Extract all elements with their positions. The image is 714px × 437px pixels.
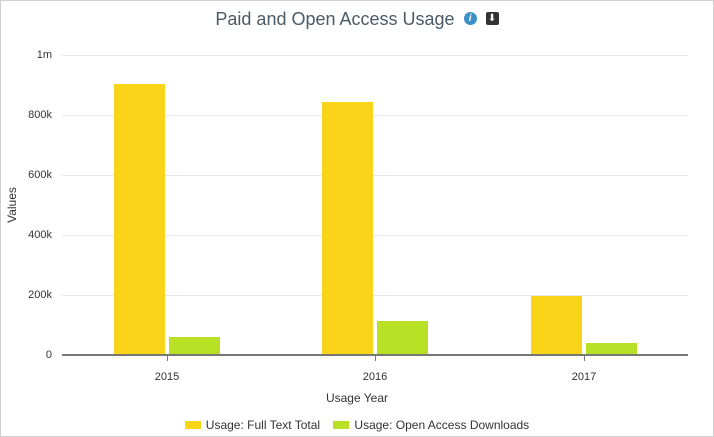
gridline (62, 235, 688, 236)
legend-swatch (333, 420, 350, 429)
bar-2015-full-text[interactable] (114, 83, 165, 355)
y-tick-label: 200k (28, 289, 52, 301)
legend-label: Usage: Full Text Total (205, 418, 321, 432)
x-axis-line (62, 354, 688, 356)
y-tick-label: 0 (45, 349, 52, 361)
bar-2016-full-text[interactable] (322, 102, 373, 355)
bar-2017-full-text[interactable] (531, 295, 582, 355)
gridline (62, 115, 688, 116)
bar-2016-open-access[interactable] (377, 321, 428, 355)
x-tick (167, 356, 168, 361)
y-tick-label: 800k (28, 109, 52, 121)
x-tick-label: 2015 (154, 371, 180, 383)
x-tick (584, 356, 585, 361)
y-tick-label: 400k (28, 229, 52, 241)
y-tick-label: 600k (28, 169, 52, 181)
x-tick (375, 356, 376, 361)
x-axis-title: Usage Year (325, 391, 389, 405)
y-tick-label: 1m (36, 49, 52, 61)
bar-2015-open-access[interactable] (169, 337, 220, 355)
bar-2017-open-access[interactable] (586, 343, 637, 355)
legend-label: Usage: Open Access Downloads (354, 418, 530, 432)
legend-item-full-text[interactable]: Usage: Full Text Total (184, 418, 321, 432)
legend-item-open-access[interactable]: Usage: Open Access Downloads (333, 418, 529, 432)
legend: Usage: Full Text Total Usage: Open Acces… (0, 418, 714, 432)
x-tick-label: 2017 (571, 371, 597, 383)
legend-swatch (184, 420, 201, 429)
x-tick-label: 2016 (362, 371, 388, 383)
y-axis-title: Values (5, 187, 19, 223)
download-icon[interactable]: ⬇ (485, 11, 499, 25)
chart-title: Paid and Open Access Usage (215, 9, 455, 29)
gridline (62, 295, 688, 296)
chart-title-row: Paid and Open Access Usage i ⬇ (0, 9, 714, 30)
gridline (62, 55, 688, 56)
info-icon[interactable]: i (463, 11, 477, 25)
gridline (62, 175, 688, 176)
